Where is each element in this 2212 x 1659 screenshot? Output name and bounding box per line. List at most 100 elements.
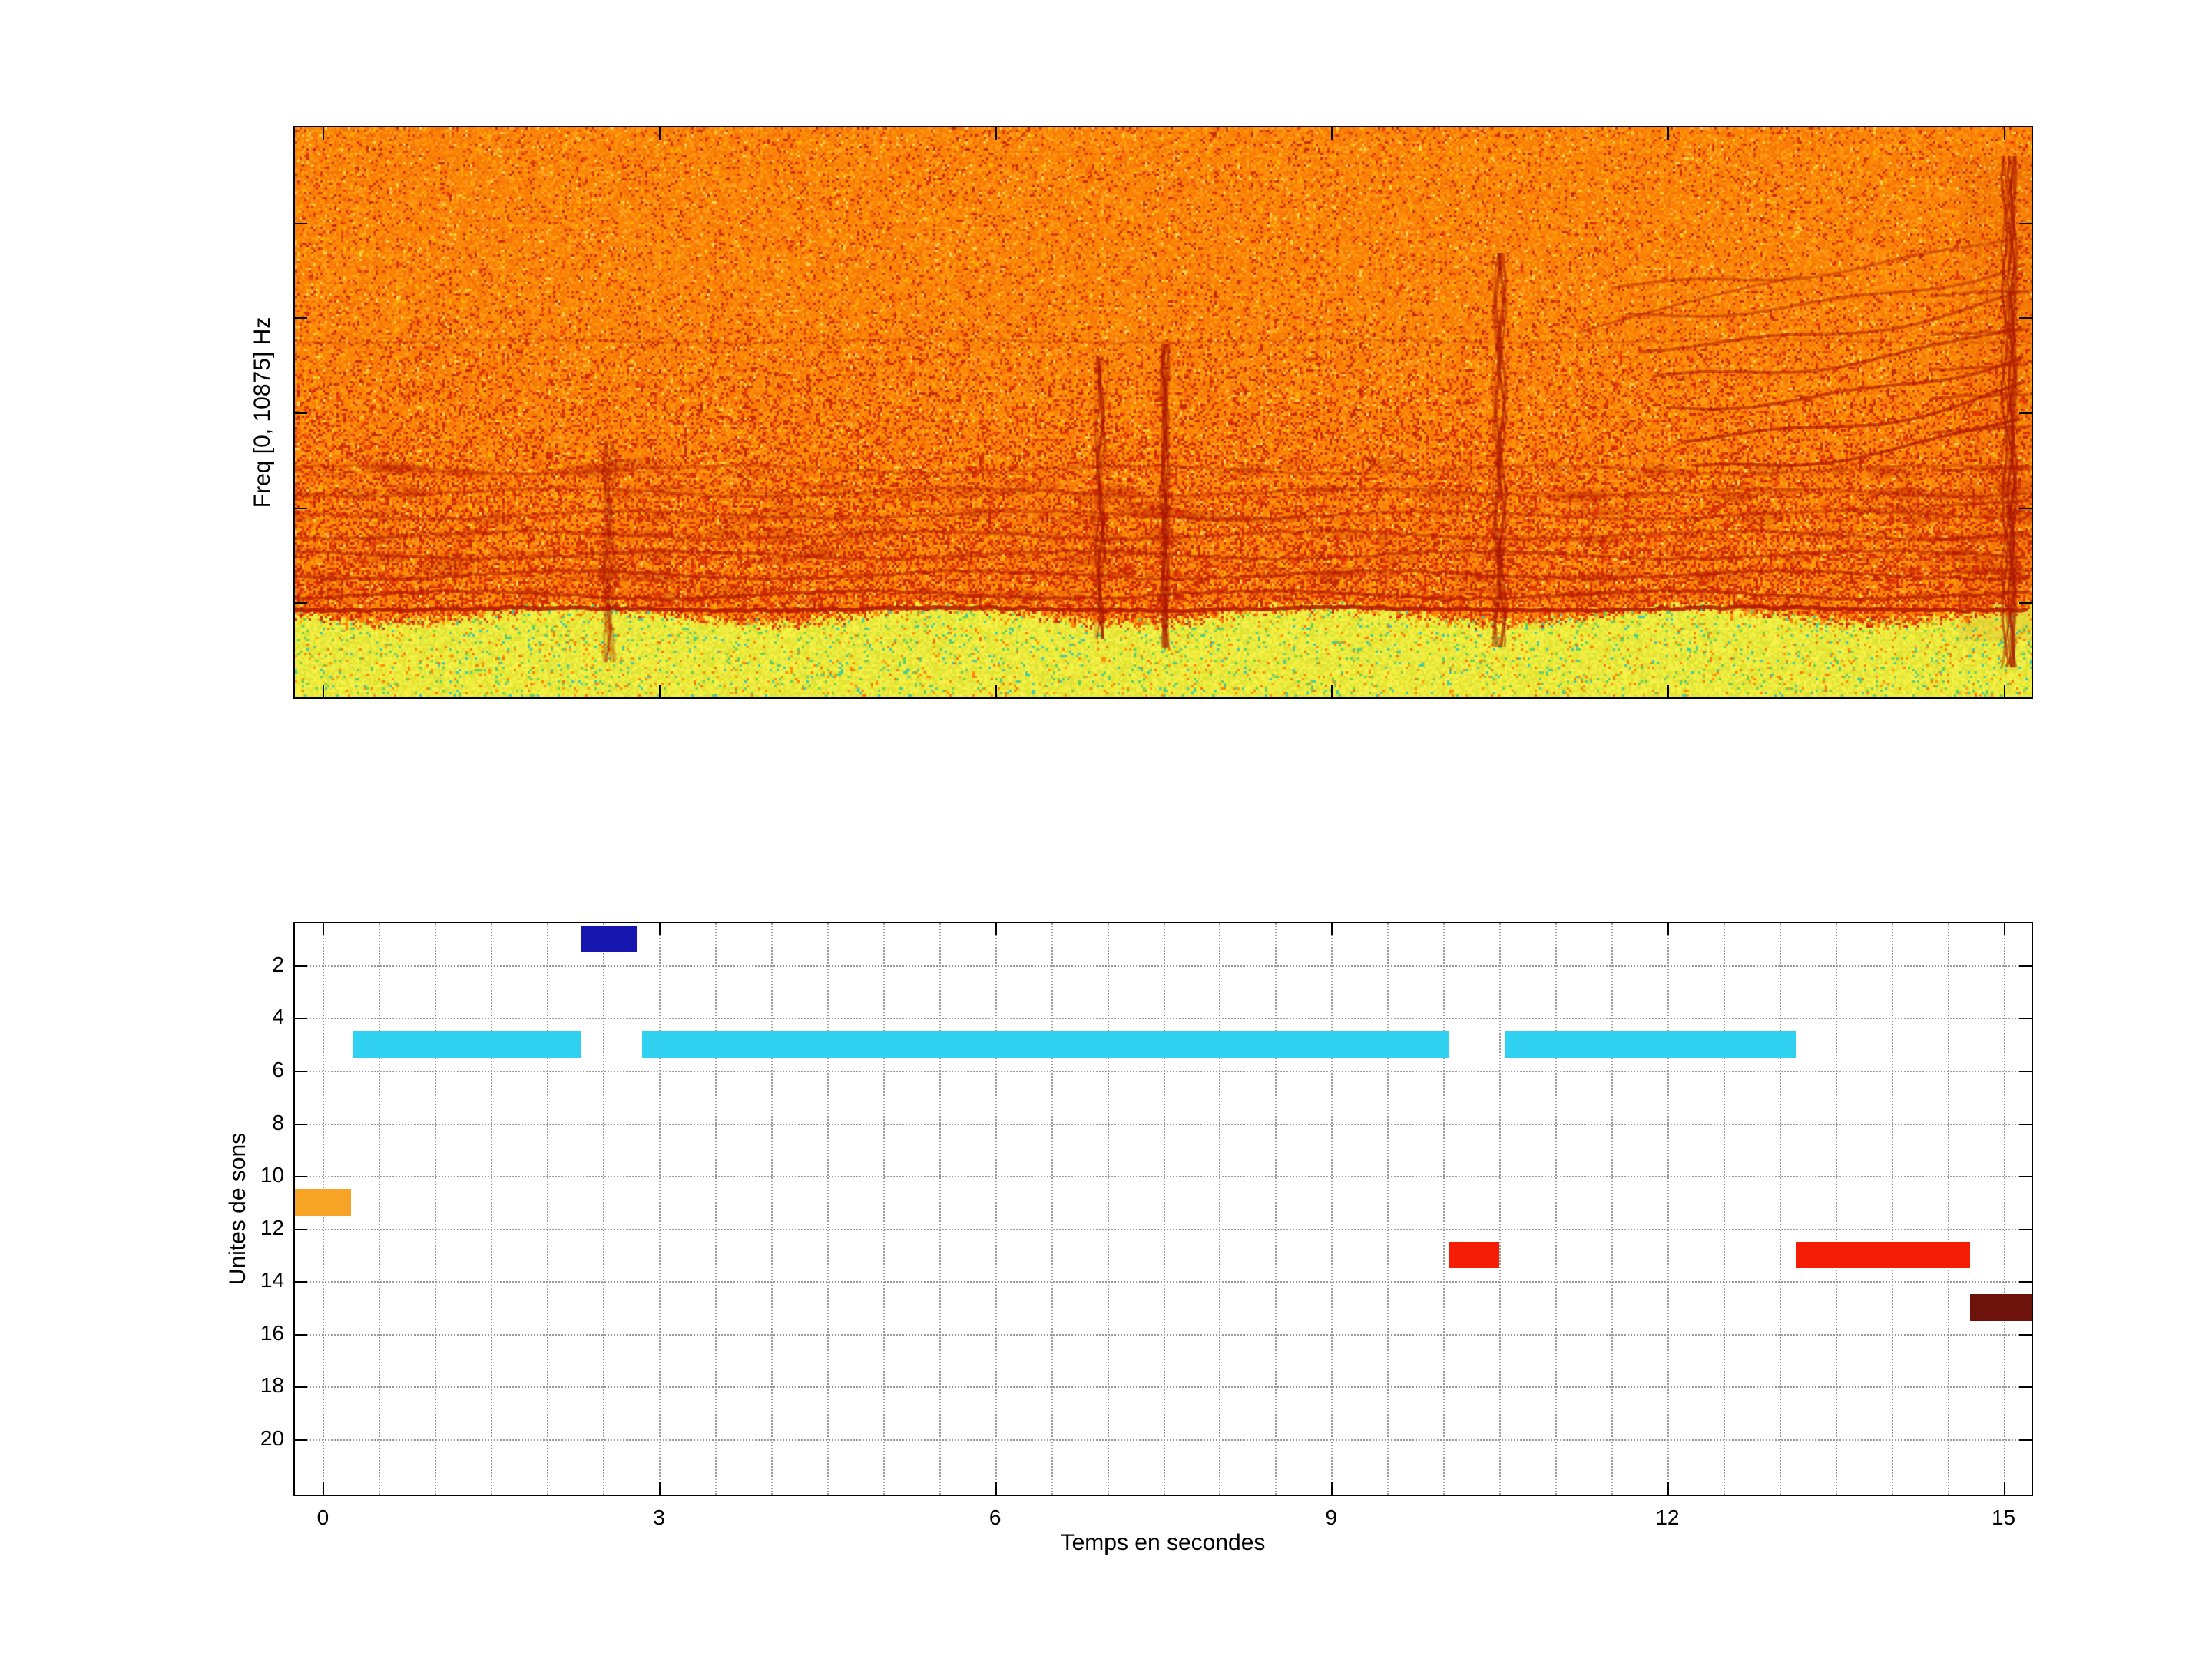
- grid-line-vertical: [1051, 923, 1053, 1495]
- grid-line-vertical: [826, 923, 829, 1495]
- timeline-bar-cyan: [1505, 1031, 1796, 1058]
- timeline-axis-ticks: [295, 923, 2032, 1495]
- axis-tick-y: [2019, 1281, 2032, 1283]
- timeline-bar-cyan: [353, 1031, 581, 1058]
- axis-tick-y: [295, 1176, 307, 1178]
- spectrogram-panel: [293, 126, 2033, 699]
- axis-tick-y: [295, 1386, 307, 1389]
- grid-line-vertical: [1555, 923, 1558, 1495]
- axis-tick-x: [995, 127, 997, 140]
- axis-tick-y: [2019, 1386, 2032, 1389]
- timeline-bars: [295, 923, 2032, 1495]
- grid-line-horizontal: [295, 1281, 2032, 1283]
- grid-line-vertical: [1275, 923, 1277, 1495]
- timeline-bar-dark-red: [1969, 1294, 2032, 1321]
- axis-tick-y: [295, 1123, 307, 1125]
- axis-tick-y: [2019, 1071, 2032, 1072]
- grid-line-horizontal: [295, 965, 2032, 967]
- x-tick-label: 9: [1325, 1505, 1338, 1529]
- axis-tick-y: [2019, 1176, 2032, 1178]
- axis-tick-x: [659, 127, 661, 140]
- timeline-panel: [293, 922, 2033, 1496]
- grid-line-vertical: [1163, 923, 1165, 1495]
- axis-tick-x: [1331, 1482, 1333, 1495]
- axis-tick-y: [295, 317, 307, 320]
- timeline-xlabel: Temps en secondes: [1060, 1530, 1266, 1555]
- axis-tick-y: [2019, 1018, 2032, 1020]
- axis-tick-x: [1331, 127, 1333, 140]
- grid-line-vertical: [1107, 923, 1109, 1495]
- axis-tick-y: [295, 1439, 307, 1441]
- axis-tick-x: [2003, 127, 2005, 140]
- grid-line-horizontal: [295, 1123, 2032, 1125]
- axis-tick-y: [2019, 1333, 2032, 1336]
- grid-line-horizontal: [295, 1228, 2032, 1230]
- timeline-bar-red: [1449, 1241, 1500, 1269]
- axis-tick-y: [2019, 412, 2032, 414]
- axis-tick-y: [2019, 507, 2032, 509]
- axis-tick-y: [295, 412, 307, 414]
- axis-tick-x: [323, 685, 325, 697]
- axis-tick-y: [295, 507, 307, 509]
- axis-tick-x: [659, 685, 661, 697]
- axis-tick-y: [295, 1071, 307, 1072]
- grid-line-vertical: [659, 923, 661, 1495]
- axis-tick-y: [2019, 965, 2032, 967]
- axis-tick-x: [1331, 923, 1333, 935]
- timeline-bar-cyan: [642, 1031, 1449, 1058]
- axis-tick-x: [2003, 923, 2005, 935]
- spectrogram-axis-ticks: [295, 127, 2032, 697]
- grid-line-vertical: [1331, 923, 1333, 1495]
- grid-line-vertical: [2003, 923, 2005, 1495]
- x-tick-label: 15: [1991, 1505, 2016, 1529]
- timeline-bar-dark-blue: [580, 926, 637, 952]
- grid-line-vertical: [547, 923, 549, 1495]
- y-tick-label: 8: [272, 1110, 284, 1134]
- axis-tick-x: [1667, 127, 1669, 140]
- axis-tick-x: [323, 923, 325, 935]
- y-tick-label: 18: [260, 1373, 284, 1398]
- axis-tick-y: [295, 1228, 307, 1230]
- grid-line-vertical: [1947, 923, 1949, 1495]
- axis-tick-y: [295, 222, 307, 224]
- grid-line-vertical: [1387, 923, 1389, 1495]
- grid-line-vertical: [1779, 923, 1781, 1495]
- grid-line-horizontal: [295, 1018, 2032, 1020]
- spectrogram-image: [295, 127, 2032, 697]
- grid-line-vertical: [1835, 923, 1837, 1495]
- spectrogram-ylabel: Freq [0, 10875] Hz: [250, 316, 275, 508]
- axis-tick-x: [659, 1482, 661, 1495]
- timeline-bar-orange: [295, 1189, 351, 1216]
- x-tick-label: 3: [653, 1505, 665, 1529]
- y-tick-label: 20: [260, 1426, 284, 1450]
- y-tick-label: 4: [272, 1005, 284, 1029]
- axis-tick-y: [295, 602, 307, 604]
- grid-line-vertical: [379, 923, 381, 1495]
- axis-tick-y: [2019, 1439, 2032, 1441]
- axis-tick-x: [2003, 1482, 2005, 1495]
- grid-line-vertical: [603, 923, 605, 1495]
- grid-line-vertical: [435, 923, 437, 1495]
- axis-tick-y: [295, 1018, 307, 1020]
- axis-tick-y: [2019, 1123, 2032, 1125]
- grid-line-vertical: [715, 923, 717, 1495]
- axis-tick-x: [995, 685, 997, 697]
- axis-tick-y: [295, 965, 307, 967]
- timeline-grid: [295, 923, 2032, 1495]
- grid-line-vertical: [939, 923, 941, 1495]
- axis-tick-y: [295, 1281, 307, 1283]
- grid-line-vertical: [1219, 923, 1221, 1495]
- grid-line-vertical: [882, 923, 885, 1495]
- x-tick-label: 6: [988, 1505, 1002, 1529]
- grid-line-vertical: [1891, 923, 1893, 1495]
- grid-line-vertical: [1667, 923, 1669, 1495]
- timeline-bar-red: [1796, 1241, 1970, 1269]
- axis-tick-y: [2019, 317, 2032, 320]
- axis-tick-y: [2019, 222, 2032, 224]
- grid-line-vertical: [1723, 923, 1725, 1495]
- axis-tick-y: [295, 1333, 307, 1336]
- axis-tick-x: [659, 923, 661, 935]
- axis-tick-x: [1667, 685, 1669, 697]
- axis-tick-x: [323, 127, 325, 140]
